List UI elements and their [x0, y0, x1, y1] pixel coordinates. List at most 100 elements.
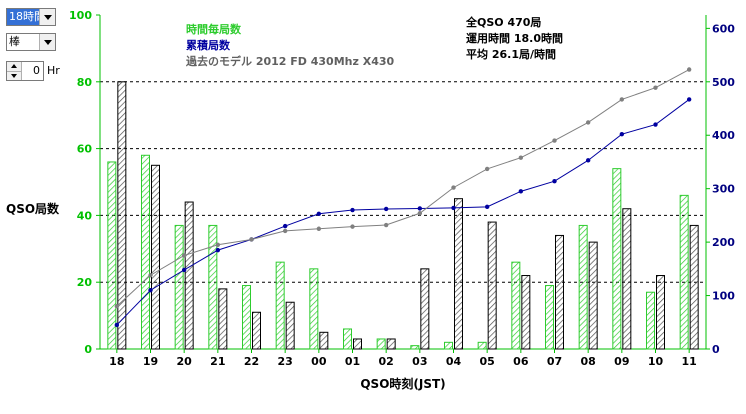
- left-axis-tick-label: 20: [77, 276, 93, 289]
- line-cumulative-point: [619, 131, 625, 137]
- stats-text: 運用時間 18.0時間: [466, 31, 563, 45]
- dropdown-arrow-icon[interactable]: [39, 9, 55, 25]
- bar-hourly-qso: [208, 224, 218, 350]
- right-axis-tick-label: 500: [712, 76, 735, 89]
- x-axis-tick-label: 05: [480, 355, 495, 368]
- bar-past-model: [521, 275, 531, 350]
- x-axis-tick-label: 02: [379, 355, 394, 368]
- bar-past-model: [689, 224, 699, 350]
- x-axis-tick-label: 01: [345, 355, 360, 368]
- line-cumulative-point: [518, 189, 524, 194]
- y-axis-label: QSO局数: [6, 201, 60, 216]
- bar-hourly-qso: [141, 154, 150, 350]
- line-past-cumulative-point: [148, 273, 153, 278]
- stats-text: 平均 26.1局/時間: [466, 47, 556, 61]
- bar-hourly-qso: [343, 328, 352, 350]
- x-axis-tick-label: 18: [109, 355, 124, 368]
- line-cumulative-point: [350, 207, 355, 213]
- spin-up-icon[interactable]: [7, 62, 21, 71]
- line-cumulative-point: [316, 211, 322, 216]
- bar-hourly-qso: [545, 285, 554, 350]
- x-axis-tick-label: 06: [513, 355, 529, 368]
- x-axis-tick-label: 22: [244, 355, 259, 368]
- bar-past-model: [151, 164, 160, 350]
- line-past-cumulative-point: [114, 304, 120, 309]
- line-past-cumulative-point: [282, 228, 288, 234]
- bar-past-model: [184, 201, 194, 350]
- dropdown-arrow-icon[interactable]: [39, 34, 55, 50]
- bar-hourly-qso: [578, 224, 588, 350]
- line-past-cumulative-point: [518, 155, 524, 160]
- line-past-cumulative-point: [350, 224, 355, 229]
- line-cumulative-point: [181, 267, 187, 273]
- chart-type-dropdown[interactable]: 棒: [6, 33, 56, 51]
- bar-hourly-qso: [275, 261, 285, 350]
- bar-hourly-qso: [444, 341, 453, 350]
- bar-hourly-qso: [242, 285, 251, 350]
- legend-item: 累積局数: [186, 38, 231, 52]
- x-axis-tick-label: 09: [614, 355, 629, 368]
- bar-hourly-qso: [410, 345, 420, 350]
- line-past-cumulative: [116, 69, 690, 307]
- line-cumulative-point: [114, 322, 120, 328]
- line-cumulative-point: [653, 122, 658, 127]
- bar-past-model: [487, 221, 497, 350]
- bar-hourly-qso: [511, 261, 521, 350]
- chart-type-dropdown-value: 棒: [9, 35, 20, 48]
- x-axis-tick-label: 04: [446, 355, 462, 368]
- bar-past-model: [319, 331, 329, 350]
- bar-hourly-qso: [174, 224, 184, 350]
- line-cumulative-point: [451, 205, 456, 211]
- line-cumulative-point: [215, 247, 221, 253]
- x-axis-tick-label: 19: [143, 355, 158, 368]
- bar-past-model: [386, 338, 396, 350]
- period-dropdown[interactable]: 18時間: [6, 8, 56, 26]
- line-past-cumulative-point: [249, 237, 254, 242]
- bar-past-model: [285, 301, 295, 350]
- line-past-cumulative-point: [181, 253, 187, 258]
- left-axis-tick-label: 40: [77, 209, 93, 222]
- hour-offset-unit: Hr: [47, 64, 60, 77]
- bar-hourly-qso: [309, 268, 319, 350]
- bar-hourly-qso: [477, 341, 487, 350]
- line-past-cumulative-point: [653, 85, 658, 90]
- hour-offset-spinner[interactable]: 0: [6, 61, 44, 81]
- x-axis-tick-label: 07: [547, 355, 562, 368]
- right-axis-tick-label: 100: [712, 290, 735, 303]
- line-cumulative-point: [552, 178, 557, 184]
- bar-past-model: [555, 234, 564, 350]
- right-axis-tick-label: 300: [712, 183, 735, 196]
- legend-item: 時間毎局数: [186, 22, 242, 36]
- period-dropdown-value: 18時間: [7, 9, 39, 25]
- line-past-cumulative-point: [383, 222, 389, 228]
- line-past-cumulative-point: [316, 226, 322, 231]
- x-axis-tick-label: 08: [581, 355, 596, 368]
- bar-past-model: [656, 275, 665, 350]
- line-past-cumulative-point: [619, 97, 625, 102]
- bar-past-model: [454, 198, 463, 350]
- line-cumulative-point: [282, 223, 288, 229]
- line-cumulative-point: [484, 204, 490, 210]
- x-axis-tick-label: 10: [648, 355, 664, 368]
- spin-down-icon[interactable]: [7, 70, 21, 80]
- line-past-cumulative-point: [484, 166, 490, 172]
- bar-hourly-qso: [679, 194, 689, 350]
- hour-offset-value[interactable]: 0: [33, 64, 40, 77]
- right-axis-tick-label: 600: [712, 22, 735, 35]
- left-axis-tick-label: 60: [77, 143, 93, 156]
- right-axis-tick-label: 0: [712, 343, 720, 356]
- bar-hourly-qso: [612, 168, 622, 350]
- line-cumulative-point: [383, 206, 389, 212]
- line-cumulative-point: [417, 206, 423, 211]
- x-axis-tick-label: 20: [177, 355, 193, 368]
- bar-past-model: [252, 311, 261, 350]
- x-axis-tick-label: 03: [412, 355, 427, 368]
- bar-past-model: [218, 288, 228, 350]
- x-axis-tick-label: 23: [278, 355, 293, 368]
- x-axis-tick-label: 00: [311, 355, 327, 368]
- x-axis-tick-label: 11: [682, 355, 697, 368]
- line-past-cumulative-point: [585, 120, 591, 125]
- left-axis-tick-label: 100: [69, 9, 92, 22]
- bar-past-model: [588, 241, 598, 350]
- line-cumulative: [116, 99, 690, 326]
